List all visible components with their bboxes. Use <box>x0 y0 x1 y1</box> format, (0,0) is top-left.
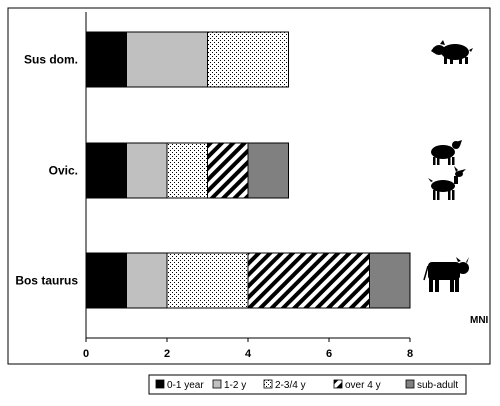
goat-icon <box>428 166 466 200</box>
bar-segment-ovic-0-1-year <box>85 142 127 199</box>
bar-segment-bos-taurus-1-2-y <box>126 252 168 309</box>
bars-group <box>85 31 411 309</box>
cow-icon <box>423 257 469 292</box>
x-tick-label: 4 <box>245 348 252 360</box>
legend: 0-1 year 1-2 y 2-3/4 y over 4 y sub-adult <box>148 374 467 395</box>
x-tick-label: 8 <box>407 348 413 360</box>
x-tick-label: 6 <box>326 348 332 360</box>
legend-label-0-1-year: 0-1 year <box>167 380 204 391</box>
bar-segment-sus-dom-1-2-y <box>126 31 208 88</box>
bar-segment-ovic-sub-adult <box>247 142 289 199</box>
bar-segment-bos-taurus-sub-adult <box>369 252 411 309</box>
x-axis-ticks: 0 2 4 6 8 <box>83 338 413 360</box>
legend-swatch-over-4-y <box>333 379 343 389</box>
bar-segment-ovic-2-3-4-y <box>166 142 208 199</box>
bar-segment-sus-dom-2-3-4-y <box>207 31 289 88</box>
category-label-bos-taurus: Bos taurus <box>15 274 78 288</box>
legend-label-sub-adult: sub-adult <box>417 380 458 391</box>
bar-segment-bos-taurus-2-3-4-y <box>166 252 249 309</box>
bar-segment-ovic-1-2-y <box>126 142 168 199</box>
legend-label-1-2-y: 1-2 y <box>224 380 246 391</box>
category-label-sus-dom: Sus dom. <box>24 53 78 67</box>
legend-swatch-0-1-year <box>155 379 165 389</box>
x-axis-label: MNI <box>470 315 489 326</box>
legend-label-2-3-4-y: 2-3/4 y <box>275 380 306 391</box>
bar-segment-sus-dom-0-1-year <box>85 31 127 88</box>
bar-segment-bos-taurus-over-4-y <box>247 252 370 309</box>
pig-icon <box>431 40 473 64</box>
x-tick-label: 0 <box>83 348 89 360</box>
category-label-ovic: Ovic. <box>49 164 78 178</box>
bar-segment-ovic-over-4-y <box>207 142 249 199</box>
category-labels: Sus dom. Ovic. Bos taurus <box>15 53 78 288</box>
sheep-icon <box>431 140 462 165</box>
legend-swatch-1-2-y <box>212 379 222 389</box>
legend-swatch-sub-adult <box>405 379 415 389</box>
bar-segment-bos-taurus-0-1-year <box>85 252 127 309</box>
legend-swatch-2-3-4-y <box>263 379 273 389</box>
x-tick-label: 2 <box>164 348 170 360</box>
legend-box <box>148 374 467 395</box>
legend-label-over-4-y: over 4 y <box>345 380 381 391</box>
